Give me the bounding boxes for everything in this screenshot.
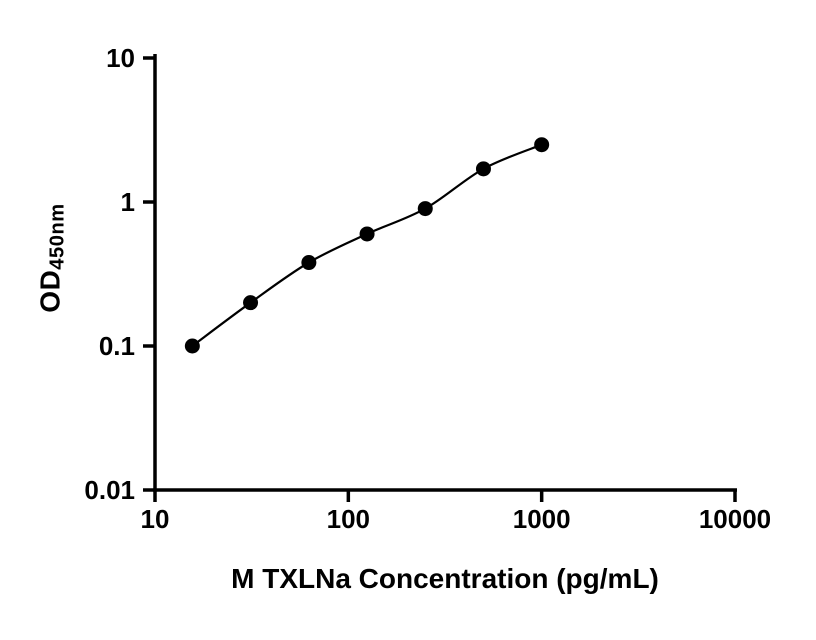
data-point-marker [417, 201, 433, 217]
data-point-marker [301, 255, 317, 271]
x-tick-label: 10 [141, 504, 170, 534]
y-axis-title-subscript: 450nm [46, 203, 69, 270]
data-point-marker [475, 161, 491, 177]
y-axis-title-main: OD [34, 269, 66, 313]
y-tick-label: 10 [106, 43, 135, 73]
y-axis-title: OD450nm [35, 203, 70, 312]
data-point-marker [243, 295, 259, 311]
x-tick-label: 1000 [513, 504, 571, 534]
data-point-marker [359, 226, 375, 242]
y-tick-label: 0.1 [99, 331, 135, 361]
y-tick-label: 1 [121, 187, 135, 217]
standard-curve-line [191, 143, 543, 347]
y-tick-label: 0.01 [84, 475, 135, 505]
data-point-marker [184, 338, 200, 354]
x-tick-label: 100 [327, 504, 370, 534]
data-point-marker [534, 137, 550, 153]
x-axis-title: M TXLNa Concentration (pg/mL) [231, 563, 659, 594]
x-tick-label: 10000 [699, 504, 771, 534]
